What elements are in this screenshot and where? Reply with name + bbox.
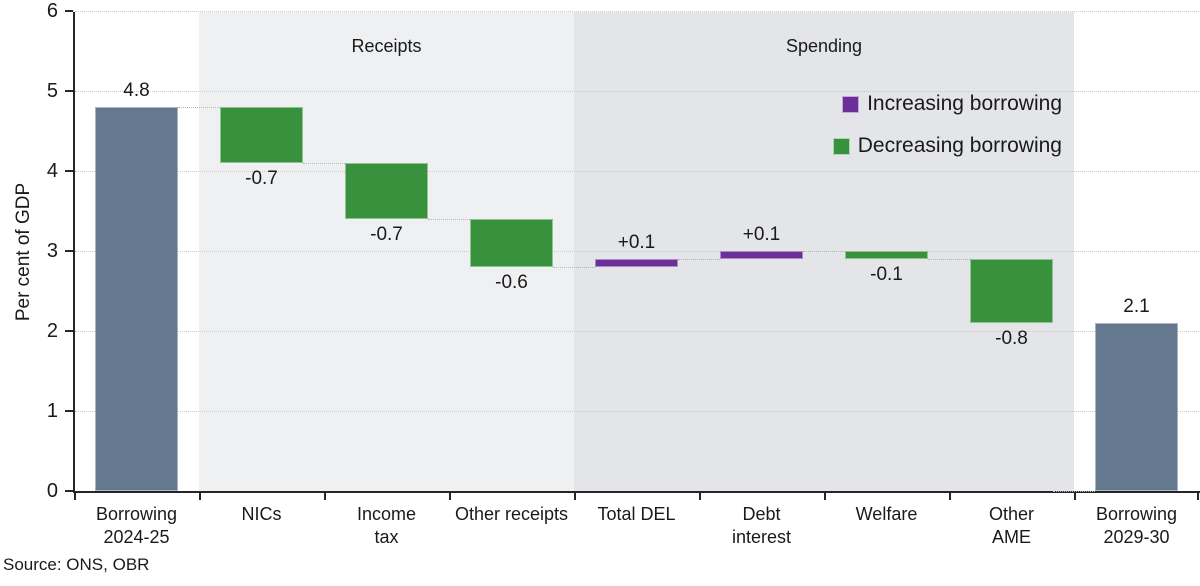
x-tick-mark bbox=[1074, 493, 1076, 500]
gridline-3 bbox=[75, 251, 1200, 252]
bar-borrowing-2029-30 bbox=[1095, 323, 1178, 491]
bar-value-label: -0.7 bbox=[245, 168, 278, 189]
category-label-7: Other AME bbox=[988, 504, 1035, 547]
step-connector bbox=[553, 267, 595, 268]
category-label-1: NICs bbox=[241, 504, 282, 524]
bar-other-ame bbox=[970, 259, 1053, 323]
bar-borrowing-2024-25 bbox=[95, 107, 178, 491]
bar-value-label: 2.1 bbox=[1123, 296, 1150, 317]
step-connector bbox=[678, 259, 720, 260]
y-tick-mark bbox=[65, 330, 73, 332]
step-connector bbox=[428, 219, 470, 220]
category-label-5: Debt interest bbox=[731, 504, 792, 547]
bar-value-label: +0.1 bbox=[742, 224, 781, 245]
x-tick-mark bbox=[824, 493, 826, 500]
x-tick-mark bbox=[199, 493, 201, 500]
receipts-region-title: Receipts bbox=[351, 36, 422, 56]
x-tick-mark bbox=[74, 493, 76, 500]
y-tick-mark bbox=[65, 250, 73, 252]
y-tick-mark bbox=[65, 10, 73, 12]
y-tick-label: 2 bbox=[46, 320, 58, 342]
bar-value-label: -0.7 bbox=[370, 224, 403, 245]
step-connector bbox=[928, 259, 970, 260]
gridline-4 bbox=[75, 171, 1200, 172]
plot-area: 4.8 -0.7 -0.7 -0.6 +0.1 +0.1 -0.1 -0.8 2.1 bbox=[73, 11, 1200, 493]
bar-income-tax bbox=[345, 163, 428, 219]
category-label-0: Borrowing 2024-25 bbox=[95, 504, 178, 547]
bar-value-label: +0.1 bbox=[617, 232, 656, 253]
bar-value-label: -0.1 bbox=[870, 264, 903, 285]
x-tick-mark bbox=[449, 493, 451, 500]
x-tick-mark bbox=[949, 493, 951, 500]
bar-value-label: -0.6 bbox=[495, 272, 528, 293]
category-label-3: Other receipts bbox=[454, 504, 569, 524]
y-tick-label: 3 bbox=[46, 240, 58, 262]
bar-welfare bbox=[845, 251, 928, 259]
bar-nics bbox=[220, 107, 303, 163]
legend-item-increasing: Increasing borrowing bbox=[833, 90, 1062, 118]
x-tick-mark bbox=[1197, 493, 1199, 500]
gridline-6 bbox=[75, 11, 1200, 12]
bar-value-label: -0.8 bbox=[995, 328, 1028, 349]
legend-label: Decreasing borrowing bbox=[857, 134, 1062, 157]
spending-region-title: Spending bbox=[785, 36, 863, 56]
legend-label: Increasing borrowing bbox=[867, 92, 1062, 115]
gridline-1 bbox=[75, 411, 1200, 412]
step-connector bbox=[803, 251, 845, 252]
y-tick-label: 6 bbox=[46, 0, 58, 22]
bar-value-label: 4.8 bbox=[123, 80, 150, 101]
y-tick-mark bbox=[65, 90, 73, 92]
source-note: Source: ONS, OBR bbox=[3, 555, 150, 574]
y-tick-mark bbox=[65, 410, 73, 412]
y-tick-mark bbox=[65, 170, 73, 172]
x-tick-mark bbox=[324, 493, 326, 500]
y-tick-mark bbox=[65, 490, 73, 492]
y-axis-title: Per cent of GDP bbox=[13, 182, 34, 322]
bar-other-receipts bbox=[470, 219, 553, 267]
y-tick-label: 4 bbox=[46, 160, 58, 182]
bar-debt-interest bbox=[720, 251, 803, 259]
category-label-2: Income tax bbox=[356, 504, 417, 547]
increasing-borrowing-swatch-icon bbox=[842, 95, 860, 113]
step-connector bbox=[303, 163, 345, 164]
gridline-2 bbox=[75, 331, 1200, 332]
y-tick-label: 1 bbox=[46, 400, 58, 422]
y-tick-label: 5 bbox=[46, 80, 58, 102]
legend: Increasing borrowing Decreasing borrowin… bbox=[832, 90, 1062, 174]
category-label-8: Borrowing 2029-30 bbox=[1095, 504, 1178, 547]
legend-item-decreasing: Decreasing borrowing bbox=[832, 132, 1062, 160]
bar-total-del bbox=[595, 259, 678, 267]
category-label-4: Total DEL bbox=[597, 504, 676, 524]
step-connector bbox=[178, 107, 220, 108]
gridline-5 bbox=[75, 91, 1200, 92]
category-label-6: Welfare bbox=[855, 504, 918, 524]
step-connector bbox=[1053, 491, 1095, 492]
y-tick-label: 0 bbox=[46, 480, 58, 502]
decreasing-borrowing-swatch-icon bbox=[832, 137, 850, 155]
x-tick-mark bbox=[574, 493, 576, 500]
x-tick-mark bbox=[699, 493, 701, 500]
